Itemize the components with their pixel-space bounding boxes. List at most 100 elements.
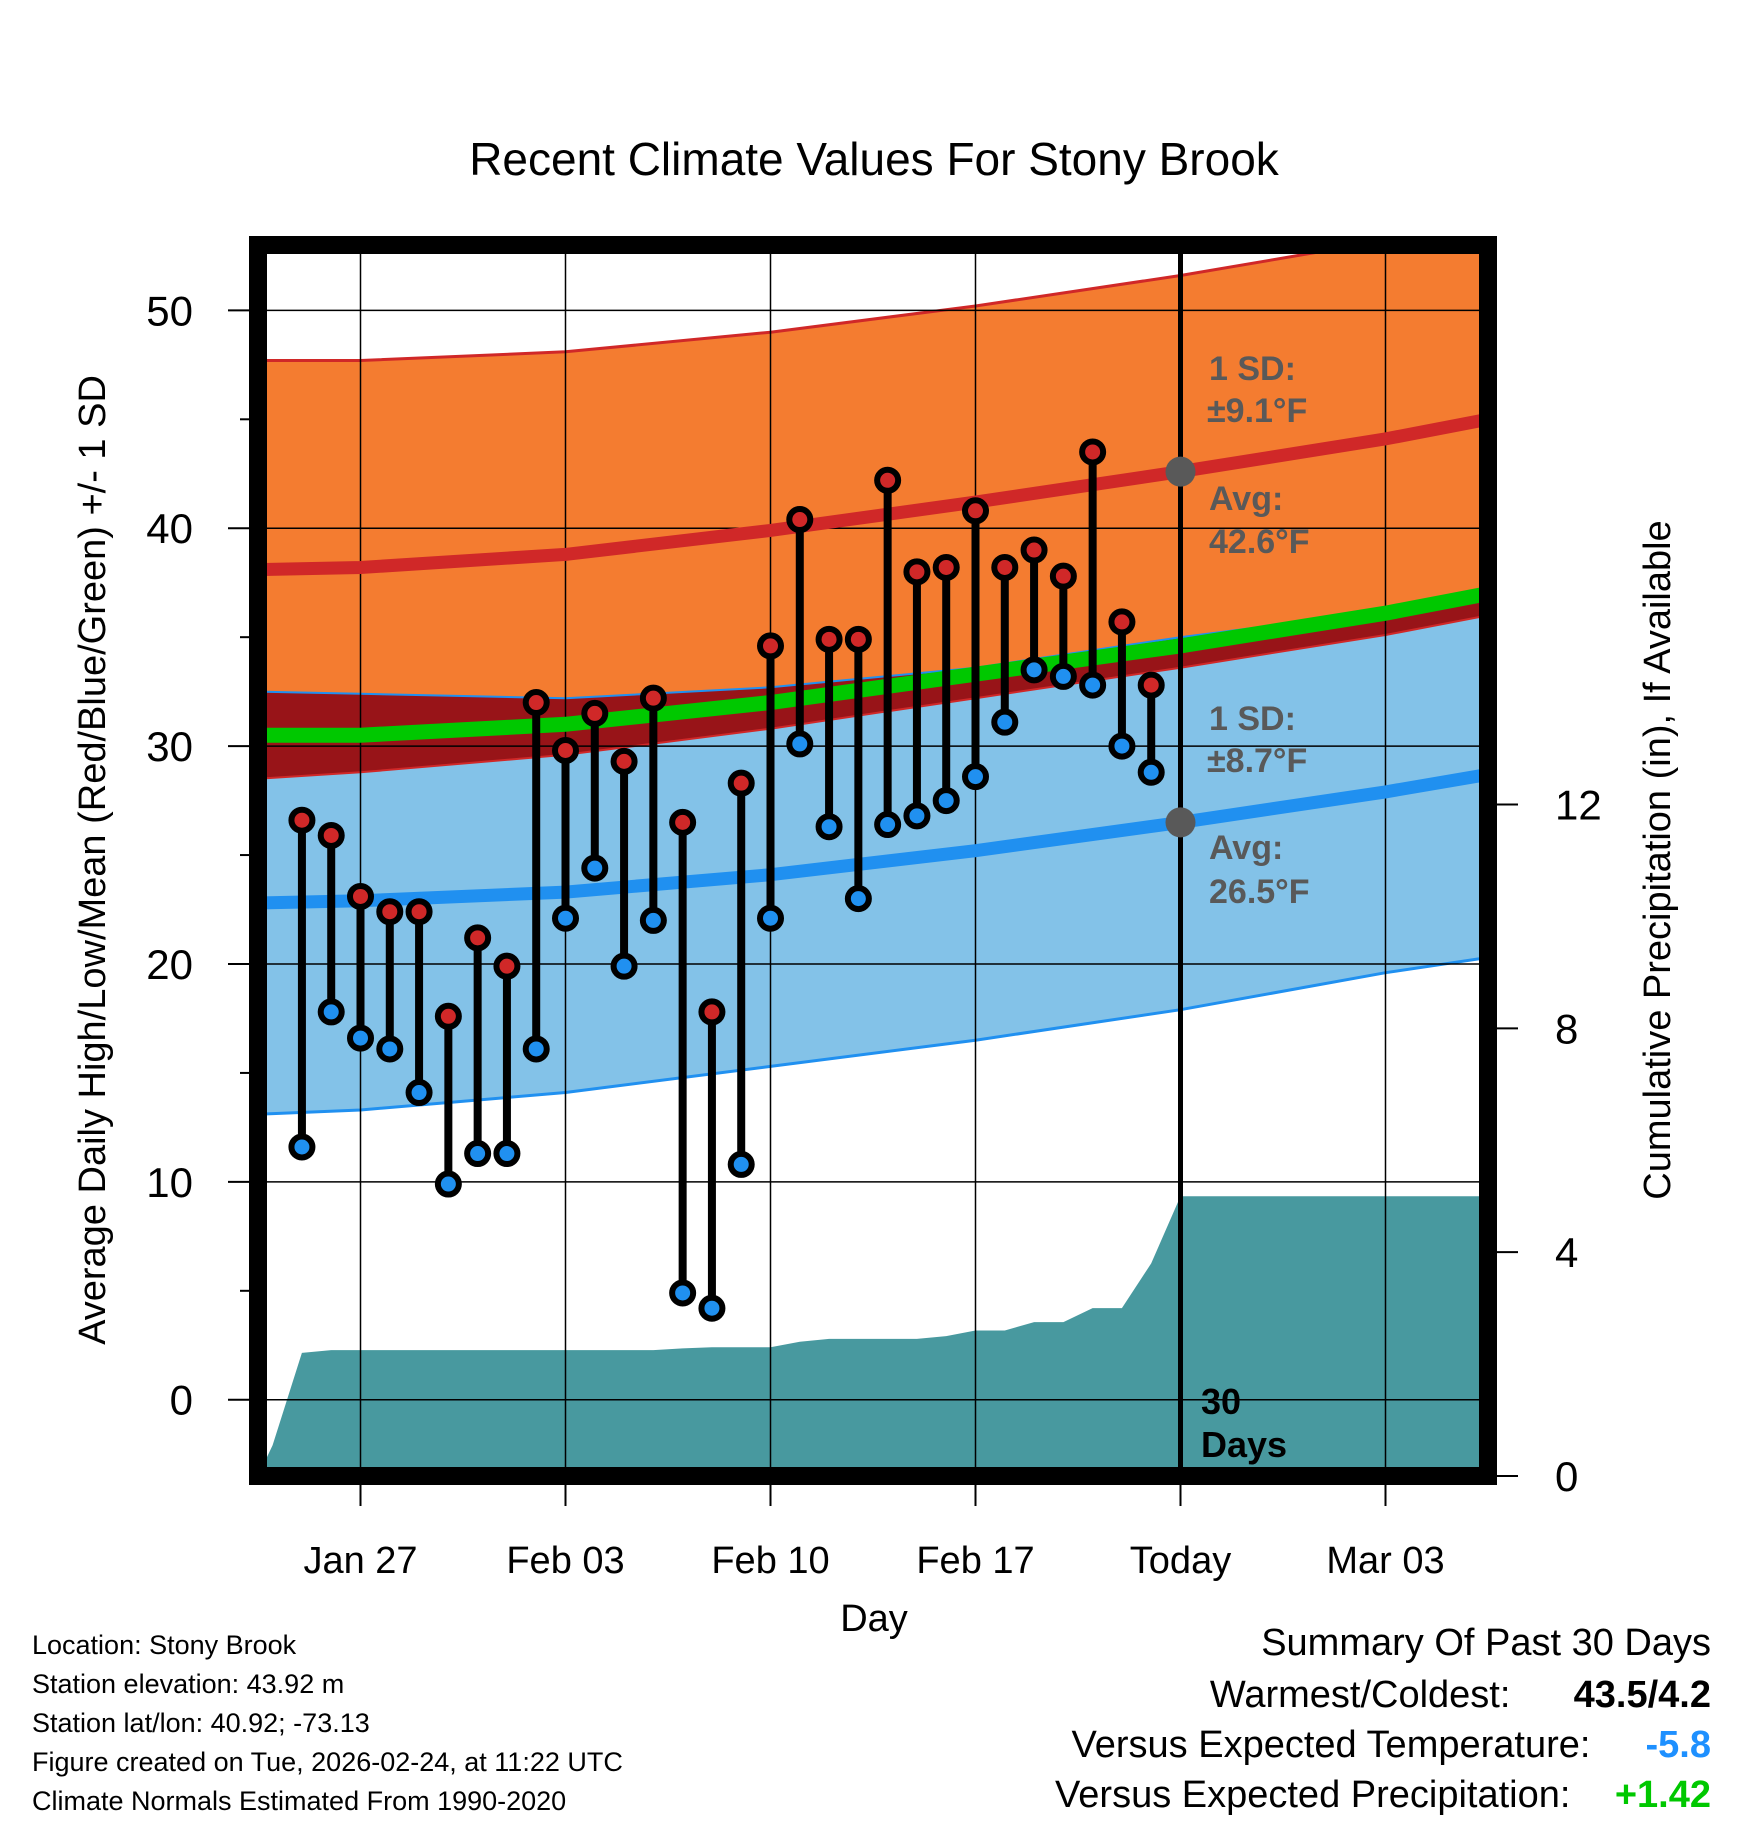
warmest-label: Warmest/Coldest: [1209, 1674, 1511, 1716]
daily-low-point [552, 904, 579, 932]
daily-low-point [522, 1035, 550, 1063]
high-avg-today-marker [1165, 456, 1196, 487]
y2-tick-label: 8 [1555, 1005, 1578, 1052]
daily-low-point [1020, 656, 1048, 684]
daily-low-point [464, 1140, 492, 1168]
daily-high-point [522, 689, 550, 717]
precip-label: Versus Expected Precipitation: [1055, 1774, 1571, 1816]
y-tick-label: 50 [146, 287, 193, 334]
axis-ticks: 0 10 20 30 40 50 0 4 8 12 Jan 27 Feb 03 Feb 10 Feb 17… [146, 287, 1601, 1582]
daily-low-point [434, 1170, 462, 1198]
x-tick-label: Mar 03 [1326, 1540, 1444, 1582]
daily-low-point [757, 904, 784, 932]
daily-high-point [288, 806, 316, 834]
daily-low-point [376, 1035, 404, 1063]
daily-high-point [581, 699, 609, 727]
created-text: Figure created on Tue, 2026-02-24, at 11… [32, 1747, 623, 1777]
daily-low-point [991, 708, 1019, 736]
high-avg-value: 42.6°F [1209, 523, 1310, 561]
daily-low-point [405, 1079, 433, 1107]
daily-low-point [610, 952, 638, 980]
summary-precip-row: Versus Expected Precipitation: +1.42 [1055, 1774, 1711, 1817]
y2-tick-label: 4 [1555, 1229, 1578, 1276]
y-axis-label: Average Daily High/Low/Mean (Red/Blue/Gr… [72, 375, 114, 1345]
daily-low-point [493, 1140, 521, 1168]
high-avg-label: Avg: [1209, 480, 1283, 518]
low-avg-label: Avg: [1209, 829, 1283, 867]
y-tick-label: 0 [170, 1377, 193, 1424]
daily-high-point [757, 632, 784, 660]
daily-high-point [347, 882, 374, 910]
temp-label: Versus Expected Temperature: [1071, 1724, 1591, 1766]
daily-low-point [639, 906, 667, 934]
daily-low-point [874, 811, 902, 839]
daily-high-point [815, 625, 843, 653]
today-label-line: Days [1201, 1424, 1287, 1465]
daily-low-point [844, 885, 872, 913]
daily-high-point [844, 625, 872, 653]
daily-observations [288, 438, 1165, 1322]
daily-low-point [727, 1150, 755, 1178]
daily-high-point [991, 553, 1019, 581]
daily-high-point [1137, 671, 1165, 699]
precip-value: +1.42 [1614, 1774, 1711, 1816]
x-tick-label: Feb 10 [711, 1540, 829, 1582]
daily-high-point [1108, 608, 1136, 636]
temp-value: -5.8 [1645, 1724, 1711, 1766]
daily-low-point [317, 998, 345, 1026]
daily-high-point [727, 769, 755, 797]
daily-low-point [698, 1294, 726, 1322]
daily-low-point [288, 1133, 316, 1161]
horizontal-gridlines [258, 309, 1488, 1401]
today-label-line: 30 [1201, 1381, 1241, 1422]
daily-high-point [1079, 438, 1107, 466]
y-tick-label: 30 [146, 723, 193, 770]
warmest-value: 43.5/4.2 [1573, 1674, 1711, 1716]
daily-high-point [669, 808, 697, 836]
elevation-text: Station elevation: 43.92 m [32, 1669, 345, 1699]
high-lower-sd-line [258, 614, 1488, 780]
daily-high-point [1020, 536, 1048, 564]
summary-temp-row: Versus Expected Temperature: -5.8 [1072, 1724, 1711, 1767]
low-sd-label: 1 SD: [1209, 700, 1296, 738]
daily-high-point [639, 684, 667, 712]
daily-high-point [932, 553, 960, 581]
normals-text: Climate Normals Estimated From 1990-2020 [32, 1786, 567, 1816]
daily-low-point [669, 1279, 697, 1307]
x-axis-label: Day [840, 1598, 908, 1640]
daily-low-point [903, 802, 931, 830]
daily-low-point [786, 730, 814, 758]
daily-high-point [786, 506, 814, 534]
today-window-label: 30 Days [1201, 1381, 1287, 1465]
y-tick-label: 40 [146, 505, 193, 552]
plot-frame [249, 236, 1497, 1485]
daily-low-point [347, 1024, 374, 1052]
high-normal-line [258, 412, 1488, 577]
summary-warmest-row: Warmest/Coldest: 43.5/4.2 [1210, 1674, 1711, 1717]
x-tick-label: Feb 17 [916, 1540, 1034, 1582]
y2-tick-label: 0 [1555, 1453, 1578, 1500]
daily-low-point [932, 787, 960, 815]
low-avg-value: 26.5°F [1209, 873, 1310, 911]
summary-title: Summary Of Past 30 Days [1261, 1622, 1711, 1664]
high-sd-label: 1 SD: [1209, 350, 1296, 388]
cumulative-precipitation-area [258, 1196, 1488, 1476]
station-info: Location: Stony Brook Station elevation:… [32, 1626, 623, 1821]
daily-high-point [405, 898, 433, 926]
daily-low-point [1137, 758, 1165, 786]
daily-high-point [464, 924, 492, 952]
latlon-text: Station lat/lon: 40.92; -73.13 [32, 1708, 370, 1738]
daily-high-point [552, 736, 579, 764]
high-sd-value: ±9.1°F [1207, 392, 1307, 430]
daily-high-point [317, 821, 345, 849]
low-sd-value: ±8.7°F [1207, 742, 1307, 780]
mean-normal-line [258, 586, 1488, 743]
daily-low-point [1079, 671, 1107, 699]
daily-high-point [493, 952, 521, 980]
daily-low-point [962, 763, 989, 791]
daily-low-point [581, 854, 609, 882]
low-avg-today-marker [1165, 807, 1196, 838]
y-tick-label: 20 [146, 941, 193, 988]
daily-high-point [874, 466, 902, 494]
